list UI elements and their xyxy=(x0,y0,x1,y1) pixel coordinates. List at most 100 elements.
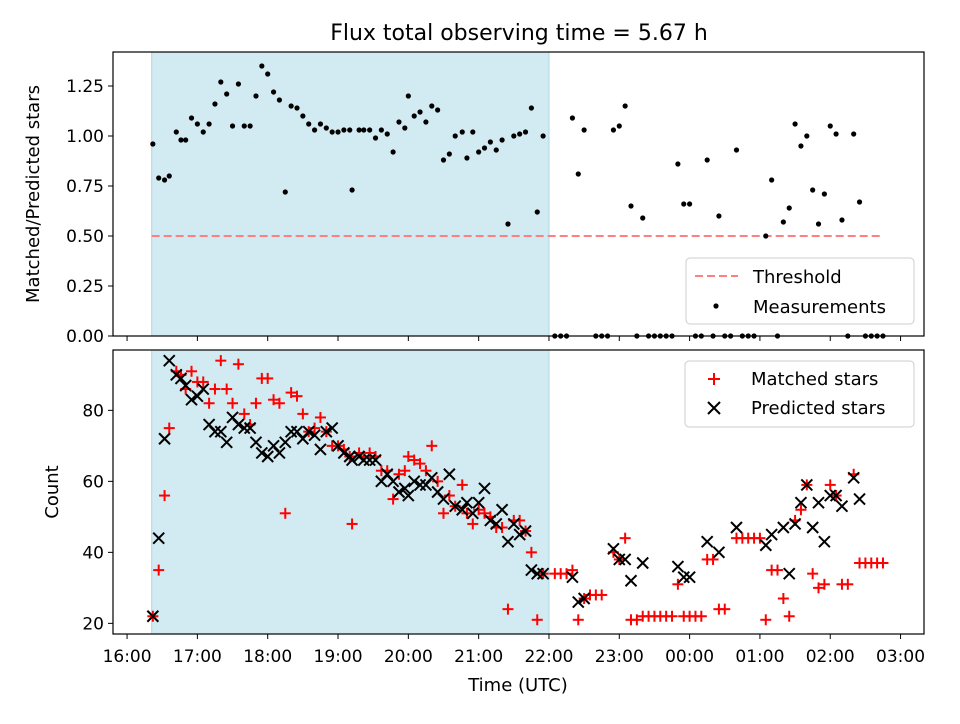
predicted-star-point xyxy=(683,570,696,584)
measurement-point xyxy=(821,191,827,197)
measurement-point xyxy=(206,121,212,127)
matched-star-point xyxy=(414,458,426,470)
bottom-y-tick-label: 60 xyxy=(82,472,104,492)
predicted-star-point xyxy=(460,496,474,509)
predicted-star-point xyxy=(174,372,188,385)
matched-star-point xyxy=(479,507,491,519)
matched-star-point xyxy=(203,397,215,409)
predicted-star-point xyxy=(308,428,321,442)
predicted-star-point xyxy=(302,425,315,438)
x-tick-label: 02:00 xyxy=(806,647,855,667)
predicted-star-point xyxy=(363,453,376,467)
measurement-point xyxy=(534,209,540,215)
predicted-star-point xyxy=(759,539,772,552)
predicted-star-point xyxy=(566,570,579,584)
predicted-star-point xyxy=(853,492,866,506)
matched-star-point xyxy=(456,479,468,491)
predicted-star-point xyxy=(197,382,210,396)
predicted-star-point xyxy=(425,471,438,485)
measurement-point xyxy=(499,137,505,143)
predicted-star-point xyxy=(788,517,802,531)
matched-star-point xyxy=(619,532,631,544)
predicted-star-point xyxy=(812,496,825,509)
measurement-point xyxy=(390,149,396,155)
predicted-star-point xyxy=(279,436,292,449)
measurement-point xyxy=(687,201,693,207)
measurement-point xyxy=(640,215,646,221)
matched-star-point xyxy=(807,568,819,580)
measurement-point xyxy=(517,131,523,137)
matched-star-point xyxy=(221,383,233,395)
matched-star-point xyxy=(707,553,719,565)
measurement-point xyxy=(265,71,271,77)
matched-star-point xyxy=(818,578,830,590)
predicted-star-point xyxy=(443,468,456,481)
measurement-point xyxy=(270,89,277,95)
predicted-star-point xyxy=(507,517,521,531)
measurement-point xyxy=(329,129,335,135)
measurement-point xyxy=(763,233,769,239)
matched-star-point xyxy=(777,593,789,604)
measurement-point xyxy=(610,127,617,133)
matched-star-point xyxy=(525,546,537,558)
matched-star-point xyxy=(824,479,836,491)
x-tick-label: 22:00 xyxy=(524,647,573,667)
predicted-star-point xyxy=(484,514,497,527)
matched-star-point xyxy=(297,408,309,420)
measurement-point xyxy=(733,147,740,153)
x-tick-label: 21:00 xyxy=(454,647,503,667)
matched-star-point xyxy=(159,490,171,502)
matched-star-point xyxy=(531,614,543,626)
predicted-star-point xyxy=(325,421,339,435)
predicted-star-point xyxy=(243,421,257,435)
predicted-star-point xyxy=(369,453,382,467)
measurement-point xyxy=(429,103,435,109)
matched-star-point xyxy=(842,578,854,590)
measurement-point xyxy=(493,147,499,153)
measurement-point xyxy=(288,103,294,109)
measurement-point xyxy=(188,115,195,121)
x-tick-label: 18:00 xyxy=(243,647,292,667)
measurement-point xyxy=(470,129,476,135)
measurement-point xyxy=(402,125,408,131)
matched-star-point xyxy=(502,603,514,615)
measurement-point xyxy=(356,127,362,133)
measurement-point xyxy=(367,127,373,133)
matched-star-point xyxy=(672,578,684,590)
measurement-point xyxy=(628,203,634,209)
measurement-point xyxy=(372,135,379,141)
measurement-point xyxy=(224,91,230,97)
measurement-point xyxy=(792,121,798,127)
matched-star-point xyxy=(186,365,198,377)
predicted-star-point xyxy=(163,354,176,367)
measurement-point xyxy=(675,161,681,167)
measurement-point xyxy=(323,125,329,131)
top-y-tick-label: 0.75 xyxy=(66,177,104,197)
predicted-star-point xyxy=(185,393,198,406)
matched-star-point xyxy=(813,582,825,594)
predicted-star-point xyxy=(158,432,171,445)
measurement-point xyxy=(716,213,722,219)
matched-star-point xyxy=(268,394,280,406)
predicted-star-point xyxy=(478,482,491,495)
matched-star-point xyxy=(153,564,165,576)
predicted-star-point xyxy=(232,418,245,431)
measurement-point xyxy=(384,131,390,137)
measurement-point xyxy=(349,187,355,193)
predicted-star-point xyxy=(730,521,743,534)
top-y-axis-label: Matched/Predicted stars xyxy=(23,85,44,303)
measurement-point xyxy=(856,199,863,205)
top-legend: Threshold Measurements xyxy=(685,257,915,325)
matched-star-point xyxy=(877,557,889,569)
x-tick-label: 01:00 xyxy=(735,647,784,667)
bottom-y-axis-label: Count xyxy=(42,465,63,518)
x-tick-label: 16:00 xyxy=(103,647,152,667)
measurement-point xyxy=(810,187,816,193)
measurement-point xyxy=(276,97,283,103)
measurement-point xyxy=(150,141,156,147)
measurement-point xyxy=(253,93,259,99)
predicted-star-point xyxy=(255,446,269,460)
measurement-point xyxy=(235,81,242,87)
predicted-star-point xyxy=(829,489,843,502)
measurement-point xyxy=(798,143,804,149)
